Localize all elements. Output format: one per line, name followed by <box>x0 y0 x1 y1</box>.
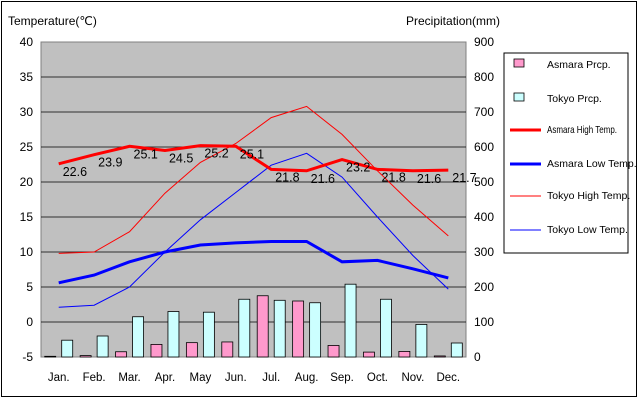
legend-label-tokyo-prcp: Tokyo Prcp. <box>547 93 602 105</box>
month-labels: Jan. Feb. Mar. Apr. May Jun. Jul. Aug. Sep. Oct. N… <box>48 372 460 384</box>
left-tick-label: 25 <box>20 140 34 154</box>
bar-tokyo-prcp-sep <box>344 283 357 358</box>
legend-item-tokyo-low: Tokyo Low Temp. <box>510 224 628 236</box>
legend-item-asmara-low: Asmara Low Temp. <box>510 158 637 170</box>
temp-lines <box>58 105 449 308</box>
data-label: 25.1 <box>240 147 264 161</box>
bar-asmara-prcp-feb <box>79 355 92 358</box>
bar-tokyo-prcp-nov <box>415 324 428 358</box>
x-tick-label: Oct. <box>367 372 388 384</box>
bar-asmara-prcp-jun <box>221 341 234 358</box>
bar-asmara-prcp-sep <box>327 345 340 358</box>
left-tick-label: 30 <box>20 105 34 119</box>
line-tokyo-high-temp <box>58 105 449 254</box>
legend-label-tokyo-low: Tokyo Low Temp. <box>547 224 628 236</box>
right-tick-label: 200 <box>474 280 494 294</box>
legend-box <box>503 52 629 254</box>
precip-bars <box>44 283 463 358</box>
left-axis-title: Temperature(℃) <box>8 14 97 28</box>
bar-asmara-prcp-oct <box>363 351 375 358</box>
data-label: 21.6 <box>311 172 335 186</box>
bar-tokyo-prcp-jul <box>273 299 286 358</box>
left-tick-label: 35 <box>20 70 34 84</box>
x-tick-label: Sep. <box>330 372 354 384</box>
legend-item-tokyo-high: Tokyo High Temp. <box>510 190 630 202</box>
right-tick-label: 900 <box>474 35 494 49</box>
bar-asmara-prcp-apr <box>150 343 163 358</box>
legend-label-asmara-low: Asmara Low Temp. <box>547 158 637 170</box>
plot-area <box>40 41 467 358</box>
data-label: 21.6 <box>417 172 441 186</box>
data-label: 22.6 <box>63 165 87 179</box>
bar-tokyo-prcp-aug <box>309 302 322 358</box>
left-tick-label: 5 <box>26 280 33 294</box>
x-tick-label: Jan. <box>48 372 70 384</box>
data-label: 23.2 <box>346 161 370 175</box>
legend-label-tokyo-high: Tokyo High Temp. <box>547 190 630 202</box>
legend-item-tokyo-prcp: Tokyo Prcp. <box>513 92 602 105</box>
bar-tokyo-prcp-may <box>202 311 215 358</box>
bar-asmara-prcp-may <box>185 342 198 358</box>
left-tick-label: 20 <box>20 175 34 189</box>
bar-tokyo-prcp-jan <box>61 339 74 358</box>
data-label: 25.2 <box>204 147 228 161</box>
data-label: 23.9 <box>98 156 122 170</box>
line-asmara-low-temp <box>58 240 449 285</box>
legend-label-asmara-high: Asmara High Temp. <box>547 124 617 136</box>
bar-tokyo-prcp-apr <box>167 311 180 358</box>
bar-asmara-prcp-jul <box>256 295 269 358</box>
line-asmara-high-temp <box>58 144 449 173</box>
right-tick-label: 400 <box>474 210 494 224</box>
x-tick-label: Dec. <box>436 372 460 384</box>
right-axis-title: Precipitation(mm) <box>406 14 500 28</box>
left-tick-label: -5 <box>22 350 33 364</box>
legend-label-asmara-prcp: Asmara Prcp. <box>547 59 611 71</box>
bar-tokyo-prcp-mar <box>132 316 144 358</box>
right-tick-label: 700 <box>474 105 494 119</box>
x-tick-label: May <box>190 372 212 384</box>
right-tick-label: 600 <box>474 140 494 154</box>
right-tick-label: 800 <box>474 70 494 84</box>
x-tick-label: Feb. <box>83 372 106 384</box>
x-tick-label: Mar. <box>118 372 140 384</box>
bar-asmara-prcp-nov <box>398 350 411 358</box>
bar-tokyo-prcp-dec <box>450 342 463 358</box>
line-tokyo-low-temp <box>58 152 449 308</box>
right-tick-label: 500 <box>474 175 494 189</box>
bar-asmara-prcp-mar <box>115 351 127 358</box>
left-tick-label: 40 <box>20 35 34 49</box>
right-tick-label: 300 <box>474 245 494 259</box>
data-label: 21.7 <box>452 171 476 185</box>
data-label: 21.8 <box>275 170 299 184</box>
right-tick-label: 100 <box>474 315 494 329</box>
x-tick-label: Jun. <box>225 372 247 384</box>
bar-tokyo-prcp-jun <box>238 298 251 358</box>
gridlines <box>41 76 466 323</box>
bar-tokyo-prcp-feb <box>96 335 109 358</box>
legend-item-asmara-prcp: Asmara Prcp. <box>513 58 611 71</box>
left-tick-label: 10 <box>20 245 34 259</box>
x-tick-label: Jul. <box>262 372 280 384</box>
data-label: 24.5 <box>169 152 193 166</box>
legend-swatch-asmara-prcp <box>513 58 525 68</box>
bar-asmara-prcp-dec <box>433 355 446 358</box>
right-axis-ticks: 900 800 700 600 500 400 300 200 100 0 <box>474 35 494 364</box>
x-tick-label: Aug. <box>295 372 319 384</box>
data-labels: 22.6 23.9 25.1 24.5 25.2 25.1 21.8 21.6 23.2 21.8… <box>63 147 477 186</box>
bar-tokyo-prcp-oct <box>380 298 392 358</box>
left-axis-ticks: 40 35 30 25 20 15 10 5 0 -5 <box>20 35 34 364</box>
bar-asmara-prcp-jan <box>44 355 57 358</box>
legend-swatch-tokyo-prcp <box>513 92 525 102</box>
x-tick-label: Nov. <box>401 372 424 384</box>
legend-item-asmara-high: Asmara High Temp. <box>510 124 617 136</box>
bar-asmara-prcp-aug <box>292 300 305 358</box>
data-label: 21.8 <box>381 170 405 184</box>
left-tick-label: 0 <box>26 315 33 329</box>
left-tick-label: 15 <box>20 210 34 224</box>
data-label: 25.1 <box>134 147 158 161</box>
right-tick-label: 0 <box>474 350 481 364</box>
x-tick-label: Apr. <box>155 372 175 384</box>
